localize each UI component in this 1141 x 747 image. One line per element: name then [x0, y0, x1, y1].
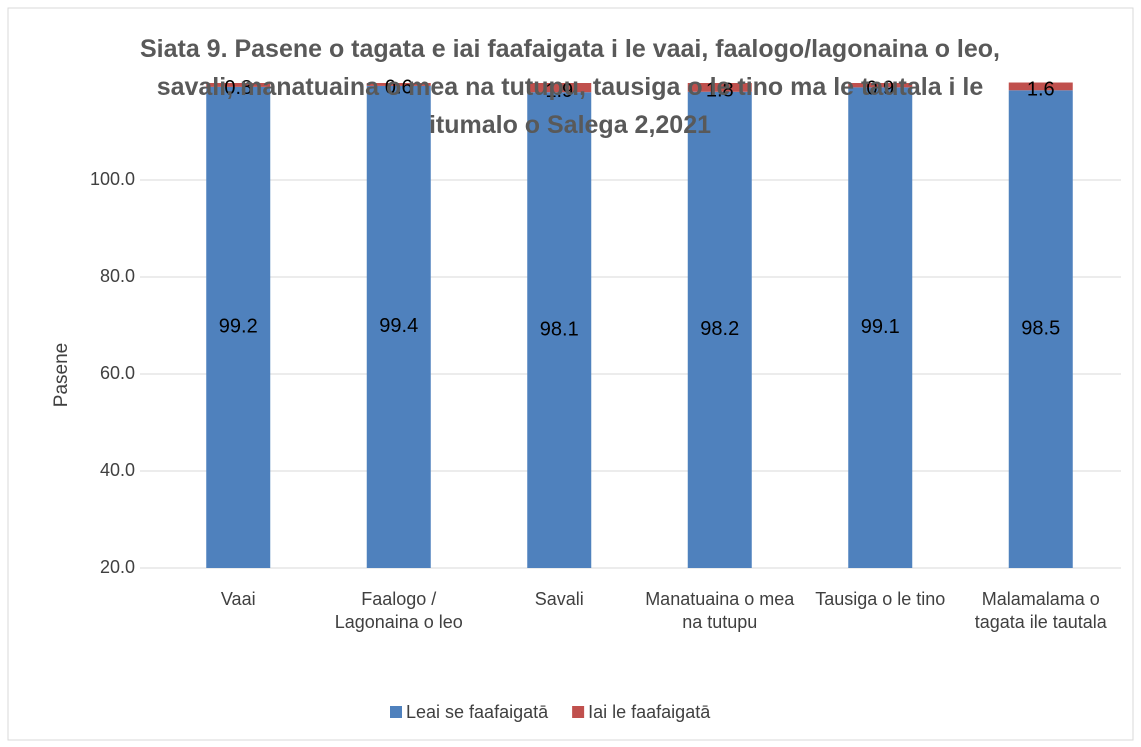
bar-segment — [1008, 82, 1073, 91]
x-tick-label: Tausiga o le tino — [815, 589, 946, 609]
y-tick-label: 20.0 — [100, 557, 135, 577]
chart-border — [7, 7, 1134, 741]
bar-segment — [848, 87, 913, 569]
data-label: 0.6 — [385, 77, 413, 99]
bar-segment — [1008, 90, 1073, 569]
data-label: 98.1 — [540, 318, 579, 340]
data-label: 1.8 — [706, 80, 734, 102]
bar-segment — [206, 83, 271, 87]
bar-segment — [206, 86, 271, 568]
y-tick-label: 80.0 — [100, 266, 135, 286]
bar-segment — [687, 91, 752, 568]
x-tick-label: Faalogo / Lagonaina o leo — [334, 589, 463, 632]
legend-swatch — [572, 706, 585, 718]
x-tick-label: Vaai — [220, 589, 256, 609]
data-label: 0.8 — [224, 77, 252, 99]
chart-title: Siata 9. Pasene o tagata e iai faafaigat… — [139, 35, 1001, 139]
data-label: 98.2 — [700, 318, 739, 340]
legend-swatch — [390, 706, 402, 718]
data-label: 99.2 — [219, 316, 258, 338]
x-tick-label: Savali — [534, 589, 584, 609]
bar-segment — [366, 85, 431, 568]
y-axis-title: Pasene — [51, 343, 72, 407]
y-tick-label: 60.0 — [100, 363, 135, 383]
data-label: 98.5 — [1021, 317, 1060, 339]
bar-segment — [527, 83, 592, 93]
bar-segment — [848, 83, 913, 88]
legend-label: Leai se faafaigatā — [406, 702, 549, 722]
y-tick-label: 40.0 — [100, 460, 135, 480]
legend-label: Iai le faafaigatā — [588, 702, 711, 722]
data-label: 1.9 — [545, 80, 573, 102]
bar-segment — [366, 83, 431, 86]
data-label: 1.6 — [1027, 79, 1055, 101]
bar-segment — [527, 92, 592, 568]
data-label: 0.9 — [866, 77, 894, 99]
y-tick-label: 100.0 — [90, 169, 135, 189]
x-tick-label: Malamalama o tagata ile tautala — [974, 589, 1107, 632]
x-tick-label: Manatuaina o mea na tutupu — [645, 589, 795, 632]
data-label: 99.4 — [379, 315, 418, 337]
data-label: 99.1 — [861, 316, 900, 338]
bar-segment — [687, 83, 752, 92]
